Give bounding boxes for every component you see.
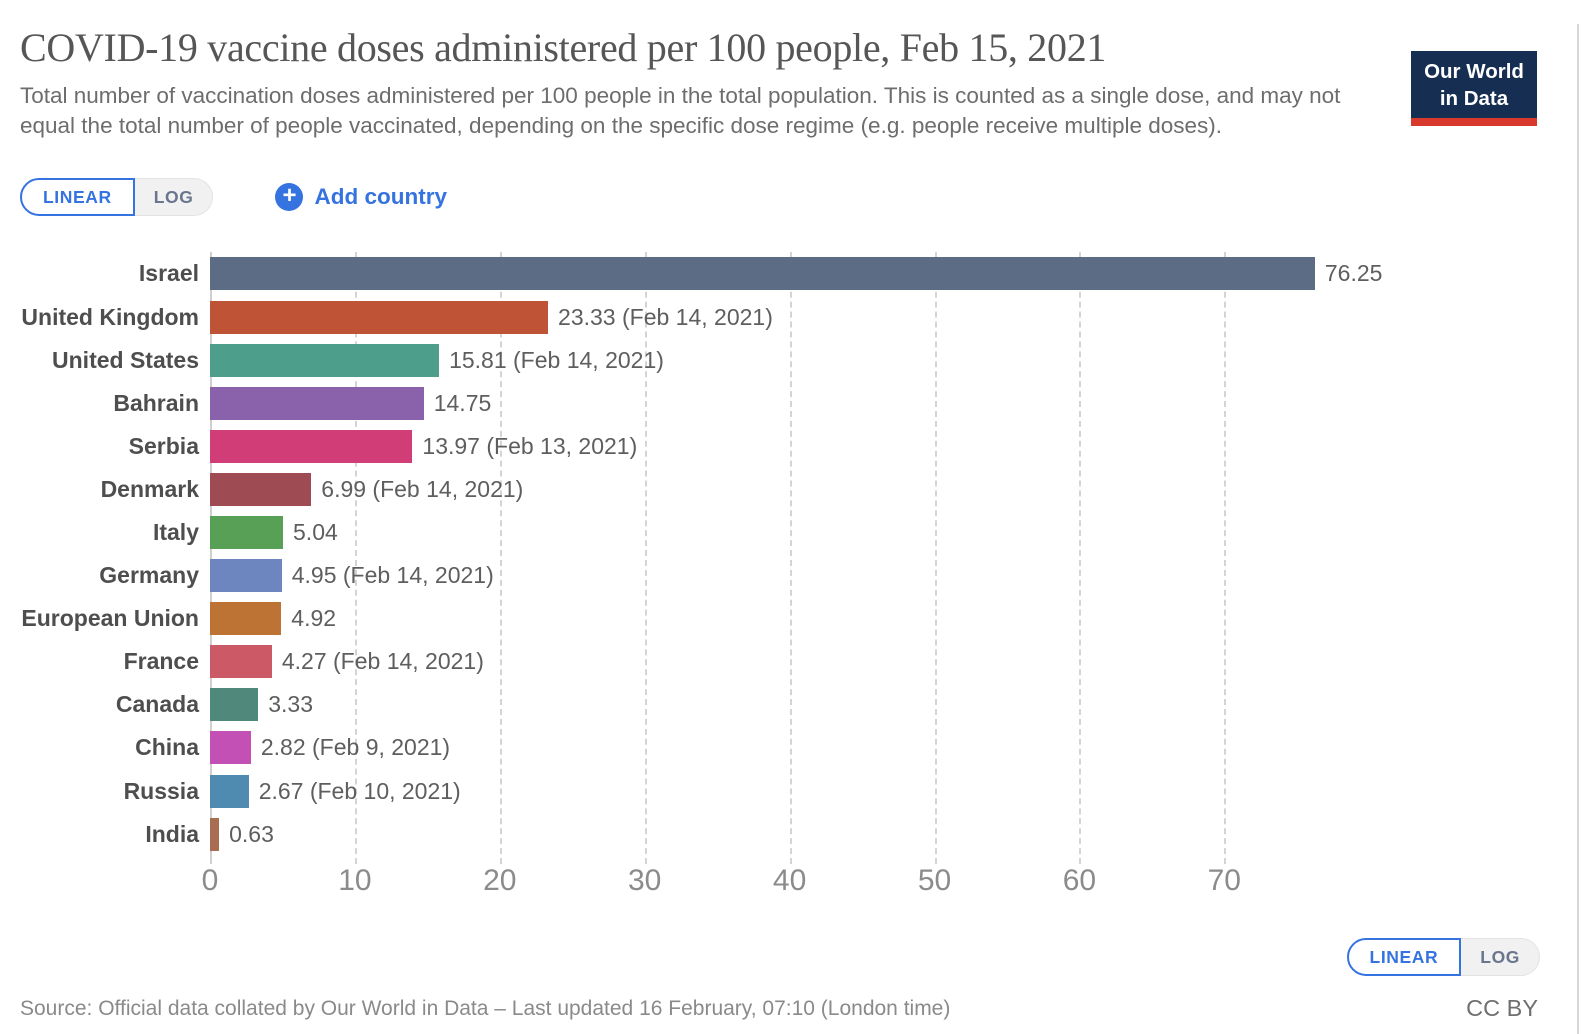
x-tick-label: 10 [338,863,372,897]
bar-row: United Kingdom 23.33 (Feb 14, 2021) [20,295,1562,338]
gridlines [210,252,1430,865]
linear-button-bottom[interactable]: LINEAR [1346,938,1462,976]
bar[interactable] [210,343,440,377]
license-link[interactable]: CC BY [1466,995,1538,1021]
gridline [644,252,647,865]
bar-value-label: 13.97 (Feb 13, 2021) [422,432,638,459]
bar[interactable] [210,386,424,420]
chart-controls: LINEAR LOG + Add country [20,178,1562,217]
x-tick-label: 70 [1207,863,1241,897]
country-label: Canada [115,691,199,718]
bar-row: United States 15.81 (Feb 14, 2021) [20,339,1562,382]
bar[interactable] [210,429,413,463]
bar-row: Italy 5.04 [20,511,1562,554]
x-tick-label: 20 [483,863,517,897]
bar[interactable] [210,688,259,722]
owid-logo-redbar [1411,118,1537,127]
scale-toggle-top: LINEAR LOG [20,178,214,217]
gridline [1224,252,1227,865]
bar[interactable] [210,645,272,679]
country-label: Israel [138,260,199,287]
bar-value-label: 23.33 (Feb 14, 2021) [558,303,773,330]
bar[interactable] [210,731,251,765]
bar-row: Russia 2.67 (Feb 10, 2021) [20,770,1562,813]
owid-logo-line1: Our World [1424,60,1524,83]
bar-value-label: 4.92 [291,605,337,632]
country-label: Italy [152,518,199,545]
linear-button[interactable]: LINEAR [20,178,135,217]
x-tick-label: 50 [917,863,952,897]
bar-rows: Israel 76.25 United Kingdom 23.33 (Feb 14, … [20,252,1562,855]
bar[interactable] [210,559,282,593]
bar[interactable] [210,515,284,549]
bar[interactable] [210,472,312,506]
country-label: Serbia [128,432,199,459]
country-label: Germany [99,562,199,589]
page-title: COVID-19 vaccine doses administered per … [20,25,1107,70]
bar-value-label: 6.99 (Feb 14, 2021) [321,475,524,502]
bar-row: China 2.82 (Feb 9, 2021) [20,726,1562,769]
bar-row: India 0.63 [20,813,1562,856]
country-label: United Kingdom [21,303,199,330]
bar-value-label: 3.33 [268,691,314,718]
bar-row: Israel 76.25 [20,252,1562,295]
bar[interactable] [210,300,549,334]
country-label: China [135,734,199,761]
bar[interactable] [210,817,220,851]
bar-row: Bahrain 14.75 [20,382,1562,425]
gridline [499,252,502,865]
gridline [210,252,212,865]
country-label: Bahrain [113,389,199,416]
x-axis: 0 10 20 30 40 50 60 70 [202,863,1562,906]
owid-logo[interactable]: Our World in Data [1411,51,1537,127]
bar-row: Canada 3.33 [20,683,1562,726]
x-tick-label: 60 [1062,863,1097,897]
bar-row: Denmark 6.99 (Feb 14, 2021) [20,468,1562,511]
x-tick-label: 0 [201,863,219,897]
plus-icon: + [275,183,304,212]
bar-row: European Union 4.92 [20,597,1562,640]
window-edge-divider [1577,24,1579,1034]
bar-value-label: 14.75 [433,389,492,416]
bar-value-label: 4.27 (Feb 14, 2021) [281,648,484,675]
bar-row: Serbia 13.97 (Feb 13, 2021) [20,425,1562,468]
bar-value-label: 15.81 (Feb 14, 2021) [449,346,664,373]
bar-value-label: 5.04 [293,518,338,545]
country-label: Russia [123,777,199,804]
add-country-label: Add country [314,184,447,210]
country-label: Denmark [100,475,199,502]
country-label: India [145,820,199,847]
bar-value-label: 2.82 (Feb 9, 2021) [260,734,451,761]
bar[interactable] [210,602,282,636]
bar-value-label: 4.95 (Feb 14, 2021) [291,562,494,589]
bar[interactable] [210,774,249,808]
chart-subtitle: Total number of vaccination doses admini… [20,83,1341,138]
gridline [354,252,357,865]
x-tick-label: 30 [628,863,662,897]
log-button[interactable]: LOG [134,178,214,217]
add-country-button[interactable]: + Add country [275,183,447,212]
scale-toggle-bottom: LINEAR LOG [1346,938,1540,976]
bar-row: Germany 4.95 (Feb 14, 2021) [20,554,1562,597]
log-button-bottom[interactable]: LOG [1461,938,1540,976]
x-tick-label: 40 [772,863,807,897]
bar-row: France 4.27 (Feb 14, 2021) [20,640,1562,683]
gridline [1079,252,1082,865]
gridline [934,252,937,865]
owid-logo-line2: in Data [1439,87,1509,111]
bar-value-label: 76.25 [1324,260,1383,287]
bar-value-label: 0.63 [229,820,274,847]
country-label: France [123,648,199,675]
bar[interactable] [210,257,1315,291]
country-label: European Union [21,605,199,632]
country-label: United States [52,346,199,373]
bar-value-label: 2.67 (Feb 10, 2021) [258,777,461,804]
bar-chart: Israel 76.25 United Kingdom 23.33 (Feb 14, … [20,252,1562,905]
source-note: Source: Official data collated by Our Wo… [20,997,951,1020]
gridline [789,252,792,865]
